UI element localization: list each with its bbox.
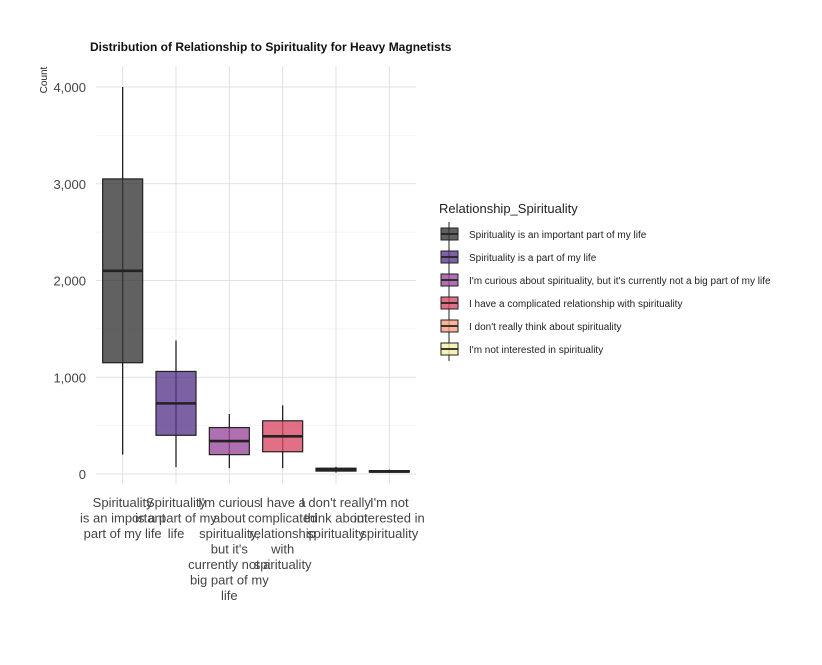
- legend-label: I have a complicated relationship with s…: [469, 299, 682, 310]
- x-tick-label-line: is an important: [80, 511, 166, 526]
- chart-title: Distribution of Relationship to Spiritua…: [90, 40, 452, 54]
- legend-title: Relationship_Spirituality: [439, 201, 578, 216]
- y-tick-label: 2,000: [53, 274, 86, 289]
- box-2: [155, 340, 197, 468]
- x-tick-label-line: is a part of my: [135, 511, 217, 526]
- x-tick-label-line: part of my life: [84, 526, 162, 541]
- legend-item-6: I'm not interested in spirituality: [440, 337, 603, 361]
- legend-item-3: I'm curious about spirituality, but it's…: [440, 268, 771, 292]
- x-tick-label-line: about: [213, 511, 246, 526]
- y-tick-label: 3,000: [53, 177, 86, 192]
- legend-item-5: I don't really think about spirituality: [440, 314, 622, 338]
- y-axis-label: Count: [39, 66, 50, 93]
- x-tick-label-line: Spirituality: [146, 495, 206, 510]
- x-tick-label: Spirituality is an important part of my li…: [80, 495, 166, 541]
- legend-label: Spirituality is an important part of my …: [469, 230, 647, 241]
- y-tick-label: 1,000: [53, 370, 86, 385]
- x-tick-label-line: spirituality: [254, 557, 312, 572]
- legend-label: I'm not interested in spirituality: [469, 345, 603, 356]
- box-5: [315, 466, 357, 473]
- box-3: [208, 414, 250, 469]
- box-6: [368, 469, 410, 474]
- x-tick-label-line: I don't really: [301, 495, 371, 510]
- y-tick-label: 4,000: [53, 80, 86, 95]
- box-1: [102, 87, 144, 455]
- x-tick-label: I'm curious about spirituality, but it's cur…: [188, 495, 271, 603]
- legend-item-4: I have a complicated relationship with s…: [440, 291, 682, 315]
- grid: [96, 66, 416, 484]
- x-tick-label: Spirituality is a part of my life: [135, 495, 217, 541]
- x-tick-label-line: I'm curious: [198, 495, 261, 510]
- y-tick-label: 0: [79, 467, 86, 482]
- legend-label: Spirituality is a part of my life: [469, 253, 597, 264]
- x-ticks: Spirituality is an important part of my li…: [80, 495, 425, 603]
- x-tick-label-line: spirituality: [360, 526, 418, 541]
- legend-label: I don't really think about spirituality: [469, 322, 622, 333]
- x-tick-label-line: spirituality: [307, 526, 365, 541]
- y-ticks: 0 1,000 2,000 3,000 4,000: [53, 80, 86, 482]
- x-tick-label-line: Spirituality: [93, 495, 153, 510]
- legend-item-2: Spirituality is a part of my life: [440, 245, 597, 269]
- box-4: [262, 405, 304, 469]
- x-tick-label-line: spirituality,: [199, 526, 259, 541]
- x-tick-label-line: life: [168, 526, 185, 541]
- x-tick-label-line: think about: [304, 511, 368, 526]
- x-tick-label-line: I'm not: [370, 495, 409, 510]
- x-tick-label-line: currently not a: [188, 557, 271, 572]
- x-tick-label-line: I have a: [260, 495, 307, 510]
- boxes: [102, 87, 410, 474]
- x-tick-label-line: with: [270, 542, 294, 557]
- x-tick-label-line: interested in: [354, 511, 425, 526]
- x-tick-label-line: relationship: [249, 526, 316, 541]
- x-tick-label-line: big part of my: [190, 573, 269, 588]
- x-tick-label: I'm not interested in spirituality: [354, 495, 425, 541]
- x-tick-label-line: but it's: [211, 542, 249, 557]
- legend: Relationship_Spirituality Spirituality i…: [439, 201, 771, 361]
- x-tick-label-line: complicated: [248, 511, 317, 526]
- legend-item-1: Spirituality is an important part of my …: [440, 222, 647, 246]
- legend-label: I'm curious about spirituality, but it's…: [469, 276, 771, 287]
- x-tick-label: I don't really think about spirituality: [301, 495, 371, 541]
- x-tick-label-line: life: [221, 588, 238, 603]
- x-tick-label: I have a complicated relationship with spiri…: [248, 495, 317, 572]
